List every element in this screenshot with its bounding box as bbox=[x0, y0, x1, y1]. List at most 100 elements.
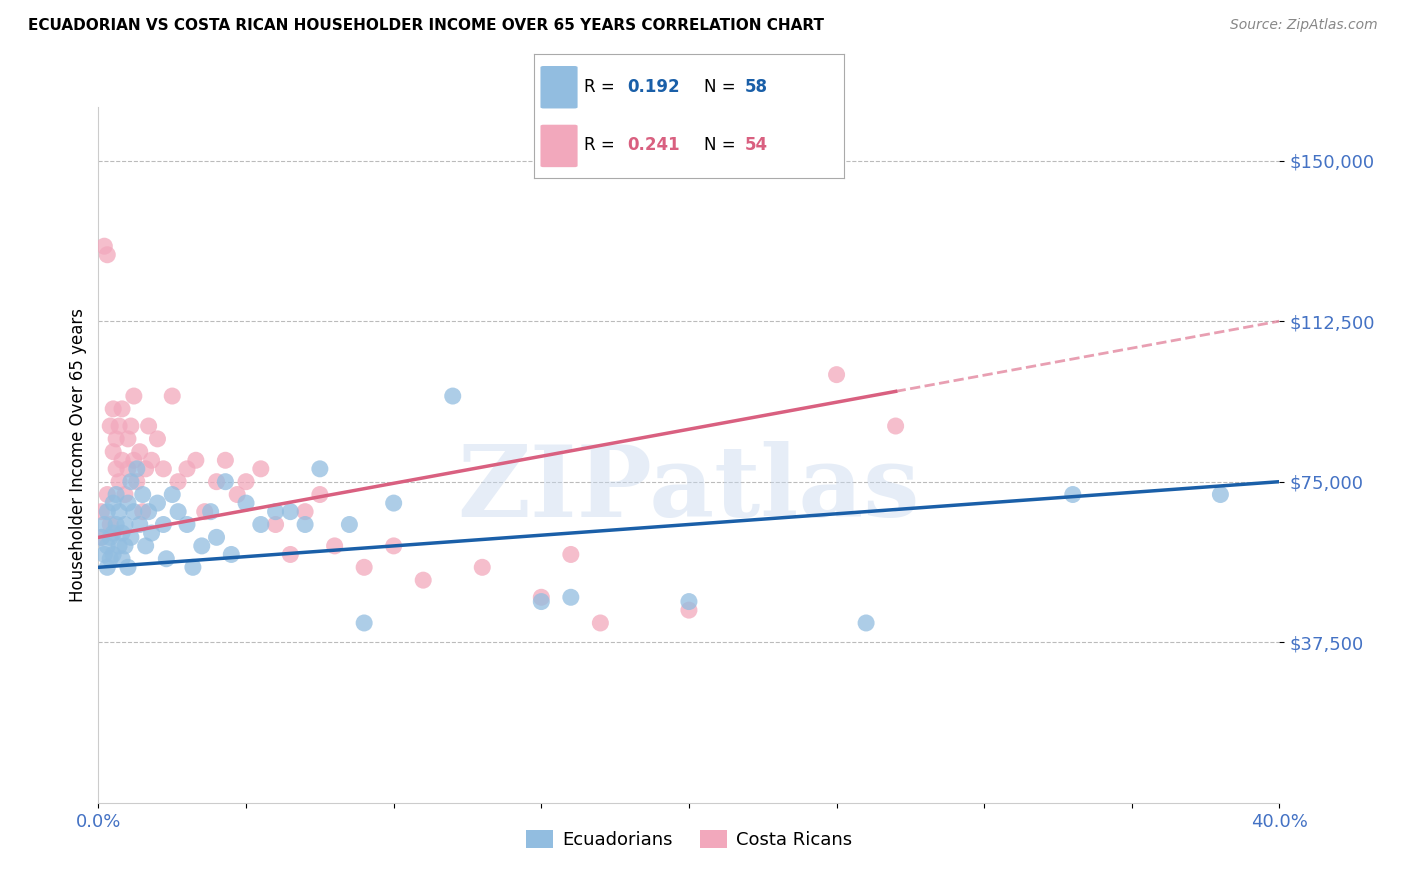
Text: N =: N = bbox=[704, 78, 741, 96]
Point bbox=[96, 539, 118, 553]
FancyBboxPatch shape bbox=[540, 66, 578, 109]
FancyBboxPatch shape bbox=[540, 125, 578, 167]
Point bbox=[111, 526, 134, 541]
Point bbox=[235, 496, 257, 510]
Point bbox=[264, 505, 287, 519]
Point bbox=[214, 475, 236, 489]
Point bbox=[128, 517, 150, 532]
Point bbox=[132, 505, 155, 519]
Point bbox=[194, 505, 217, 519]
Point bbox=[205, 530, 228, 544]
Point bbox=[152, 462, 174, 476]
Point bbox=[96, 487, 118, 501]
Point bbox=[103, 548, 125, 562]
Point bbox=[93, 239, 115, 253]
Point bbox=[1209, 487, 1232, 501]
Point bbox=[294, 517, 316, 532]
Text: R =: R = bbox=[583, 78, 620, 96]
Point bbox=[103, 444, 125, 458]
Point bbox=[90, 530, 112, 544]
Point bbox=[884, 419, 907, 434]
Point bbox=[117, 432, 139, 446]
Text: 54: 54 bbox=[745, 136, 768, 153]
Point bbox=[138, 419, 160, 434]
Point bbox=[353, 615, 375, 630]
Point bbox=[530, 591, 553, 605]
Point bbox=[141, 526, 163, 541]
Point bbox=[128, 444, 150, 458]
Point bbox=[132, 487, 155, 501]
Point bbox=[162, 389, 183, 403]
Y-axis label: Householder Income Over 65 years: Householder Income Over 65 years bbox=[69, 308, 87, 602]
Point bbox=[339, 517, 361, 532]
Point bbox=[96, 505, 118, 519]
Point bbox=[412, 573, 434, 587]
Text: ZIPatlas: ZIPatlas bbox=[458, 442, 920, 538]
Point bbox=[105, 517, 128, 532]
Point bbox=[162, 487, 183, 501]
Point bbox=[120, 475, 142, 489]
Point bbox=[589, 615, 612, 630]
Point bbox=[176, 462, 198, 476]
Point bbox=[117, 560, 139, 574]
Point bbox=[152, 517, 174, 532]
Point bbox=[205, 475, 228, 489]
Text: 0.192: 0.192 bbox=[627, 78, 679, 96]
Point bbox=[96, 560, 118, 574]
Point bbox=[226, 487, 249, 501]
Point bbox=[382, 496, 405, 510]
Point bbox=[560, 591, 582, 605]
Point bbox=[108, 419, 131, 434]
Point bbox=[382, 539, 405, 553]
Point bbox=[191, 539, 214, 553]
Point bbox=[294, 505, 316, 519]
Point bbox=[120, 530, 142, 544]
Point bbox=[176, 517, 198, 532]
Point bbox=[855, 615, 877, 630]
Point bbox=[323, 539, 346, 553]
Point bbox=[117, 496, 139, 510]
Point bbox=[309, 487, 332, 501]
Point bbox=[264, 517, 287, 532]
Point bbox=[678, 603, 700, 617]
Point bbox=[441, 389, 464, 403]
Point bbox=[181, 560, 204, 574]
Point bbox=[146, 432, 169, 446]
Point bbox=[98, 419, 121, 434]
Text: 58: 58 bbox=[745, 78, 768, 96]
Text: 0.241: 0.241 bbox=[627, 136, 679, 153]
Point bbox=[108, 505, 131, 519]
Point bbox=[280, 548, 302, 562]
Point bbox=[98, 517, 121, 532]
Text: Source: ZipAtlas.com: Source: ZipAtlas.com bbox=[1230, 18, 1378, 32]
Point bbox=[1062, 487, 1084, 501]
Point bbox=[280, 505, 302, 519]
Point bbox=[108, 475, 131, 489]
Text: N =: N = bbox=[704, 136, 741, 153]
Point bbox=[560, 548, 582, 562]
Text: R =: R = bbox=[583, 136, 620, 153]
Point bbox=[96, 248, 118, 262]
Legend: Ecuadorians, Costa Ricans: Ecuadorians, Costa Ricans bbox=[519, 822, 859, 856]
Point bbox=[98, 530, 121, 544]
Point bbox=[111, 453, 134, 467]
Point bbox=[105, 432, 128, 446]
Point bbox=[200, 505, 222, 519]
Point bbox=[117, 462, 139, 476]
Point bbox=[122, 505, 145, 519]
Point bbox=[530, 594, 553, 608]
Point bbox=[221, 548, 243, 562]
Point bbox=[114, 487, 136, 501]
Point bbox=[111, 551, 134, 566]
Point bbox=[103, 401, 125, 416]
Point bbox=[184, 453, 207, 467]
Point bbox=[90, 505, 112, 519]
Point bbox=[105, 487, 128, 501]
Point bbox=[138, 505, 160, 519]
Point bbox=[90, 530, 112, 544]
Point bbox=[250, 462, 273, 476]
Point bbox=[471, 560, 494, 574]
Point bbox=[93, 548, 115, 562]
Point bbox=[250, 517, 273, 532]
Point bbox=[122, 453, 145, 467]
